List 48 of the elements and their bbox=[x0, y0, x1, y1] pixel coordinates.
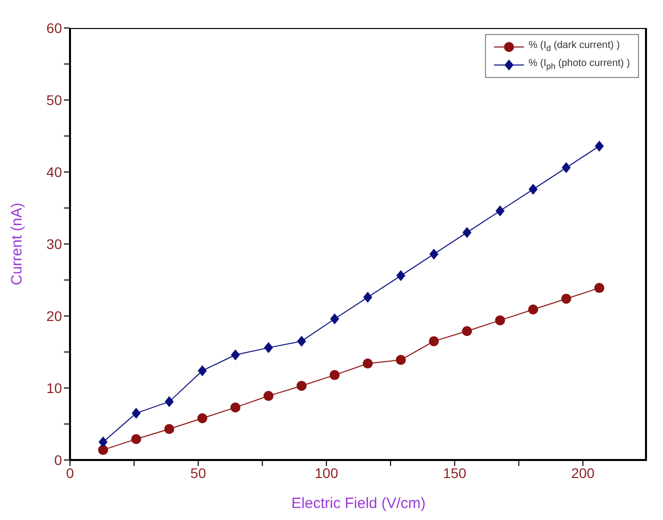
point bbox=[98, 444, 108, 455]
point bbox=[164, 396, 174, 408]
x-tick-label: 0 bbox=[66, 464, 74, 481]
x-axis-title: Electric Field (V/cm) bbox=[291, 495, 426, 512]
point bbox=[363, 292, 372, 303]
point bbox=[396, 270, 406, 282]
point bbox=[263, 390, 274, 401]
point bbox=[561, 294, 572, 304]
point bbox=[132, 408, 141, 419]
point bbox=[230, 349, 240, 360]
point bbox=[131, 434, 142, 444]
x-tick-label: 150 bbox=[442, 464, 467, 481]
x-tick-label: 50 bbox=[190, 464, 206, 481]
point bbox=[230, 402, 240, 412]
point bbox=[296, 380, 307, 391]
y-tick-label: 10 bbox=[46, 380, 62, 396]
y-tick-label: 40 bbox=[46, 164, 62, 180]
point bbox=[297, 336, 306, 347]
x-tick-label: 100 bbox=[314, 464, 338, 481]
point bbox=[528, 304, 538, 315]
y-tick-label: 30 bbox=[46, 236, 62, 252]
point bbox=[462, 226, 472, 238]
point bbox=[562, 162, 571, 174]
point bbox=[428, 336, 439, 346]
y-tick-label: 60 bbox=[46, 20, 62, 36]
point bbox=[98, 436, 108, 448]
point bbox=[264, 342, 273, 354]
point bbox=[496, 205, 505, 216]
point bbox=[198, 365, 207, 376]
y-axis-title: Current (nA) bbox=[8, 202, 26, 286]
point bbox=[330, 370, 340, 380]
point bbox=[528, 184, 538, 195]
legend-label: % (I$_{ph}$ (photo current) ) bbox=[528, 57, 630, 73]
y-tick-label: 0 bbox=[54, 452, 62, 468]
legend-label: % (I$_{d}$ (dark current) ) bbox=[528, 39, 620, 55]
point bbox=[330, 313, 340, 324]
point bbox=[164, 424, 174, 434]
point bbox=[594, 282, 604, 293]
y-tick-label: 50 bbox=[46, 92, 62, 108]
x-tick-label: 200 bbox=[571, 464, 595, 481]
point bbox=[396, 354, 406, 365]
point bbox=[197, 413, 208, 424]
point bbox=[362, 358, 373, 369]
point bbox=[429, 248, 438, 260]
point bbox=[495, 315, 506, 326]
point bbox=[594, 140, 604, 152]
y-tick-label: 20 bbox=[46, 308, 62, 324]
point bbox=[462, 326, 472, 336]
